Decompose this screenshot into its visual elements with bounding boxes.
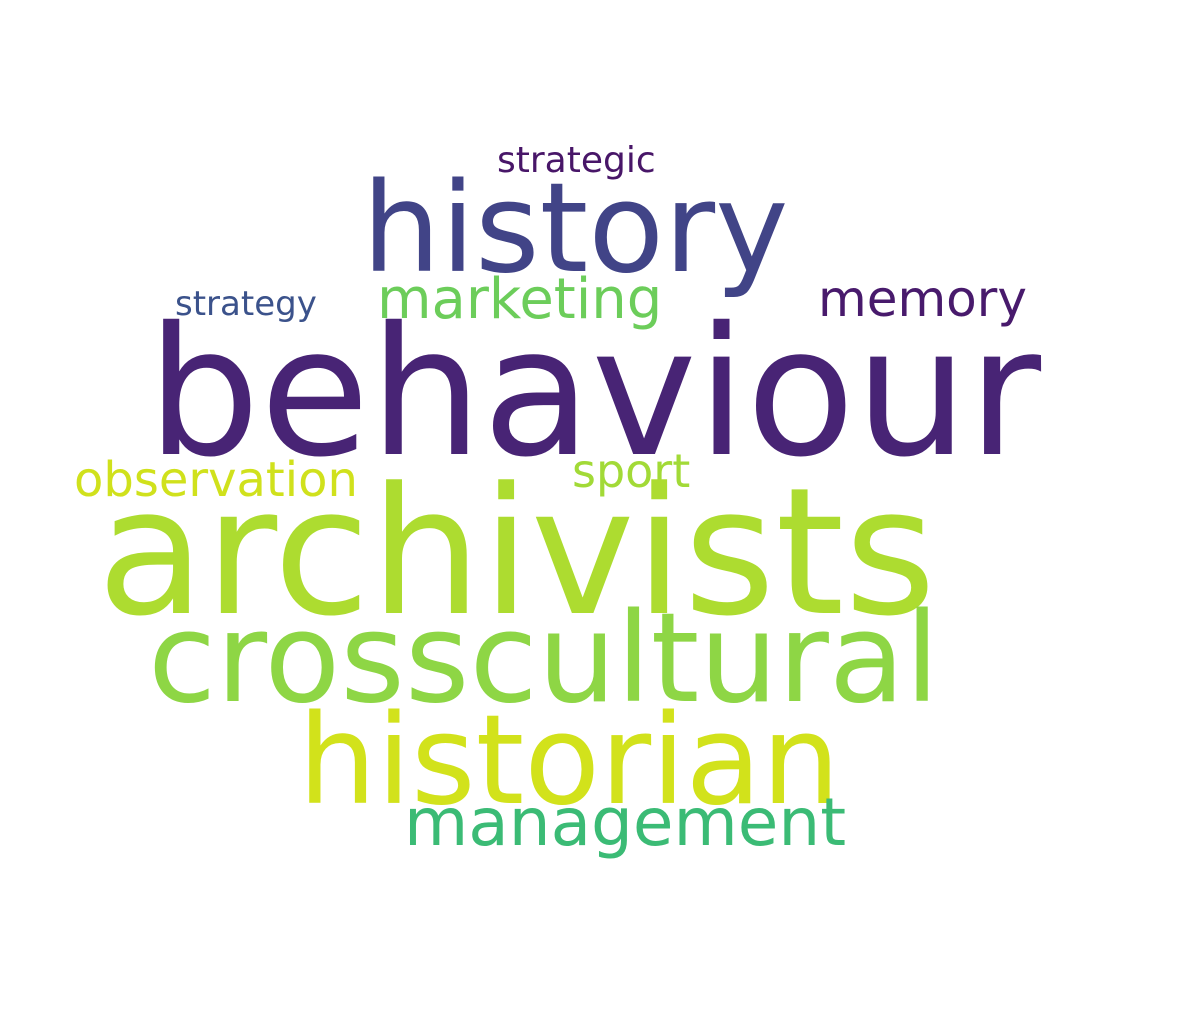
word-sport: sport bbox=[572, 444, 691, 498]
word-archivists: archivists bbox=[97, 450, 937, 655]
word-history: history bbox=[362, 157, 789, 301]
word-crosscultural: crosscultural bbox=[148, 587, 940, 731]
word-management: management bbox=[404, 784, 847, 861]
word-historian: historian bbox=[298, 689, 841, 833]
word-strategic: strategic bbox=[497, 140, 656, 181]
word-marketing: marketing bbox=[377, 267, 663, 332]
word-memory: memory bbox=[818, 270, 1027, 328]
word-behaviour: behaviour bbox=[147, 289, 1042, 496]
word-observation: observation bbox=[74, 452, 358, 508]
word-strategy: strategy bbox=[175, 284, 317, 324]
